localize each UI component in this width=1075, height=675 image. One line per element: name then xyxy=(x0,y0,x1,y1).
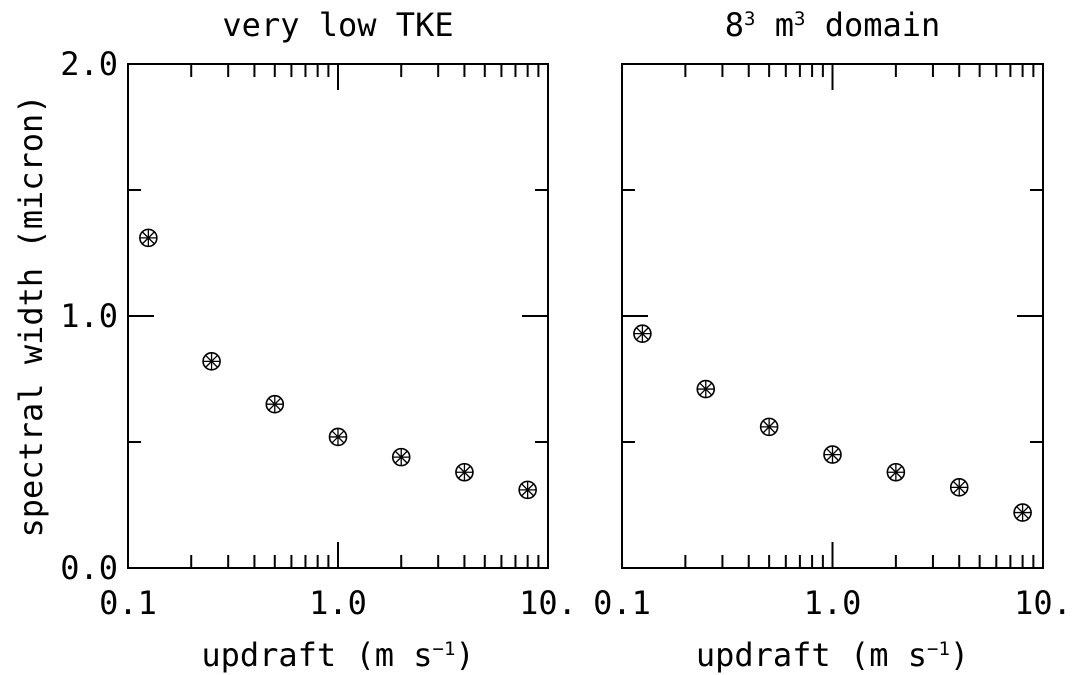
x-tick-label: 1.0 xyxy=(309,584,367,622)
x-tick-label: 1.0 xyxy=(804,584,862,622)
x-tick-label: 0.1 xyxy=(593,584,651,622)
data-point xyxy=(949,478,969,497)
data-point xyxy=(139,228,158,248)
y-axis-label: spectral width (micron) xyxy=(12,94,50,537)
data-point xyxy=(455,462,474,482)
x-tick-label: 0.1 xyxy=(99,584,157,622)
panel-right: 0.1 1.0 10. 83 m3 domain updraft (m s−1) xyxy=(593,6,1072,674)
y-tick-label: 0.0 xyxy=(60,549,118,587)
data-point xyxy=(1013,503,1032,522)
data-point xyxy=(633,324,652,343)
data-point xyxy=(202,352,221,371)
data-point xyxy=(759,417,779,437)
data-point xyxy=(886,462,906,482)
data-point xyxy=(696,379,716,399)
x-axis-label: updraft (m s−1) xyxy=(696,636,969,674)
chart-title: 83 m3 domain xyxy=(725,6,941,44)
x-ticks xyxy=(621,64,1044,568)
data-point xyxy=(265,394,285,414)
x-axis-label: updraft (m s−1) xyxy=(201,636,474,674)
y-tick-label: 1.0 xyxy=(60,297,118,335)
panel-left: 0.1 1.0 10. 0.0 1.0 2.0 very low TKE updraft (m… xyxy=(12,6,577,674)
plot-frame xyxy=(127,63,549,569)
y-ticks xyxy=(622,63,1043,569)
x-tick-label: 10. xyxy=(519,584,577,622)
data-point xyxy=(328,427,348,447)
y-tick-label: 2.0 xyxy=(60,45,118,83)
y-ticks xyxy=(128,63,548,569)
data-point xyxy=(823,445,842,464)
x-ticks xyxy=(127,64,549,568)
chart-title: very low TKE xyxy=(222,6,453,44)
x-tick-label: 10. xyxy=(1014,584,1072,622)
data-point xyxy=(391,447,411,467)
plot-frame xyxy=(621,63,1044,569)
data-point xyxy=(518,480,537,500)
